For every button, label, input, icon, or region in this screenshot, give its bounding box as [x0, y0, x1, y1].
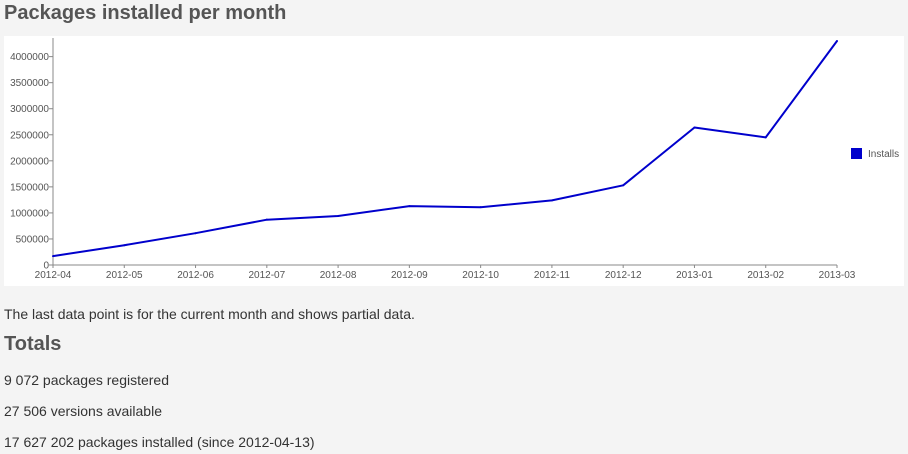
x-tick-label: 2013-03: [819, 270, 856, 281]
y-tick-label: 1500000: [10, 182, 49, 193]
y-tick-label: 1000000: [10, 208, 49, 219]
installs-series-line: [52, 40, 838, 258]
installs-data-point: [194, 232, 197, 235]
total-packages-registered: 9 072 packages registered: [4, 372, 169, 388]
installs-line-chart: 0 500000 1000000 1500000 2000000 2500000 30000…: [10, 38, 899, 281]
installs-data-point: [52, 255, 54, 258]
installs-data-point: [479, 206, 482, 209]
x-tick-label: 2012-09: [391, 270, 428, 281]
x-tick-label: 2012-06: [177, 270, 214, 281]
y-tick-label: 4000000: [10, 52, 49, 63]
partial-data-note: The last data point is for the current m…: [4, 306, 415, 322]
installs-data-point: [622, 184, 625, 187]
installs-data-point: [337, 215, 340, 218]
totals-heading: Totals: [4, 333, 62, 355]
installs-data-point: [693, 126, 696, 129]
y-axis: 0 500000 1000000 1500000 2000000 2500000 30000…: [10, 38, 54, 272]
y-tick-label: 3000000: [10, 104, 49, 115]
y-tick-label: 3500000: [10, 78, 49, 89]
y-tick-label: 500000: [16, 234, 50, 245]
x-tick-label: 2012-08: [320, 270, 357, 281]
installs-chart: 0 500000 1000000 1500000 2000000 2500000 30000…: [4, 36, 904, 286]
installs-data-point: [123, 244, 126, 247]
x-tick-label: 2012-10: [462, 270, 499, 281]
legend-swatch: [851, 148, 862, 159]
x-tick-label: 2012-11: [534, 270, 570, 281]
x-tick-label: 2012-05: [106, 270, 143, 281]
total-packages-installed: 17 627 202 packages installed (since 201…: [4, 434, 315, 450]
installs-data-point: [764, 136, 767, 139]
x-axis: 2012-04 2012-05 2012-06 2012-07 2012-08 2012-…: [35, 264, 856, 281]
y-tick-label: 2500000: [10, 130, 49, 141]
legend: Installs: [851, 148, 899, 160]
y-tick-label: 0: [43, 261, 49, 272]
x-tick-label: 2013-02: [747, 270, 784, 281]
x-tick-label: 2012-07: [248, 270, 285, 281]
series-layer: [52, 40, 838, 258]
page-title: Packages installed per month: [4, 2, 287, 24]
legend-label: Installs: [868, 149, 899, 160]
y-tick-label: 2000000: [10, 156, 49, 167]
x-tick-label: 2012-12: [605, 270, 642, 281]
x-tick-label: 2013-01: [676, 270, 713, 281]
installs-data-point: [265, 218, 268, 221]
installs-data-point: [836, 40, 838, 42]
installs-data-point: [550, 199, 553, 202]
x-tick-label: 2012-04: [35, 270, 72, 281]
total-versions-available: 27 506 versions available: [4, 403, 162, 419]
installs-data-point: [408, 205, 411, 208]
